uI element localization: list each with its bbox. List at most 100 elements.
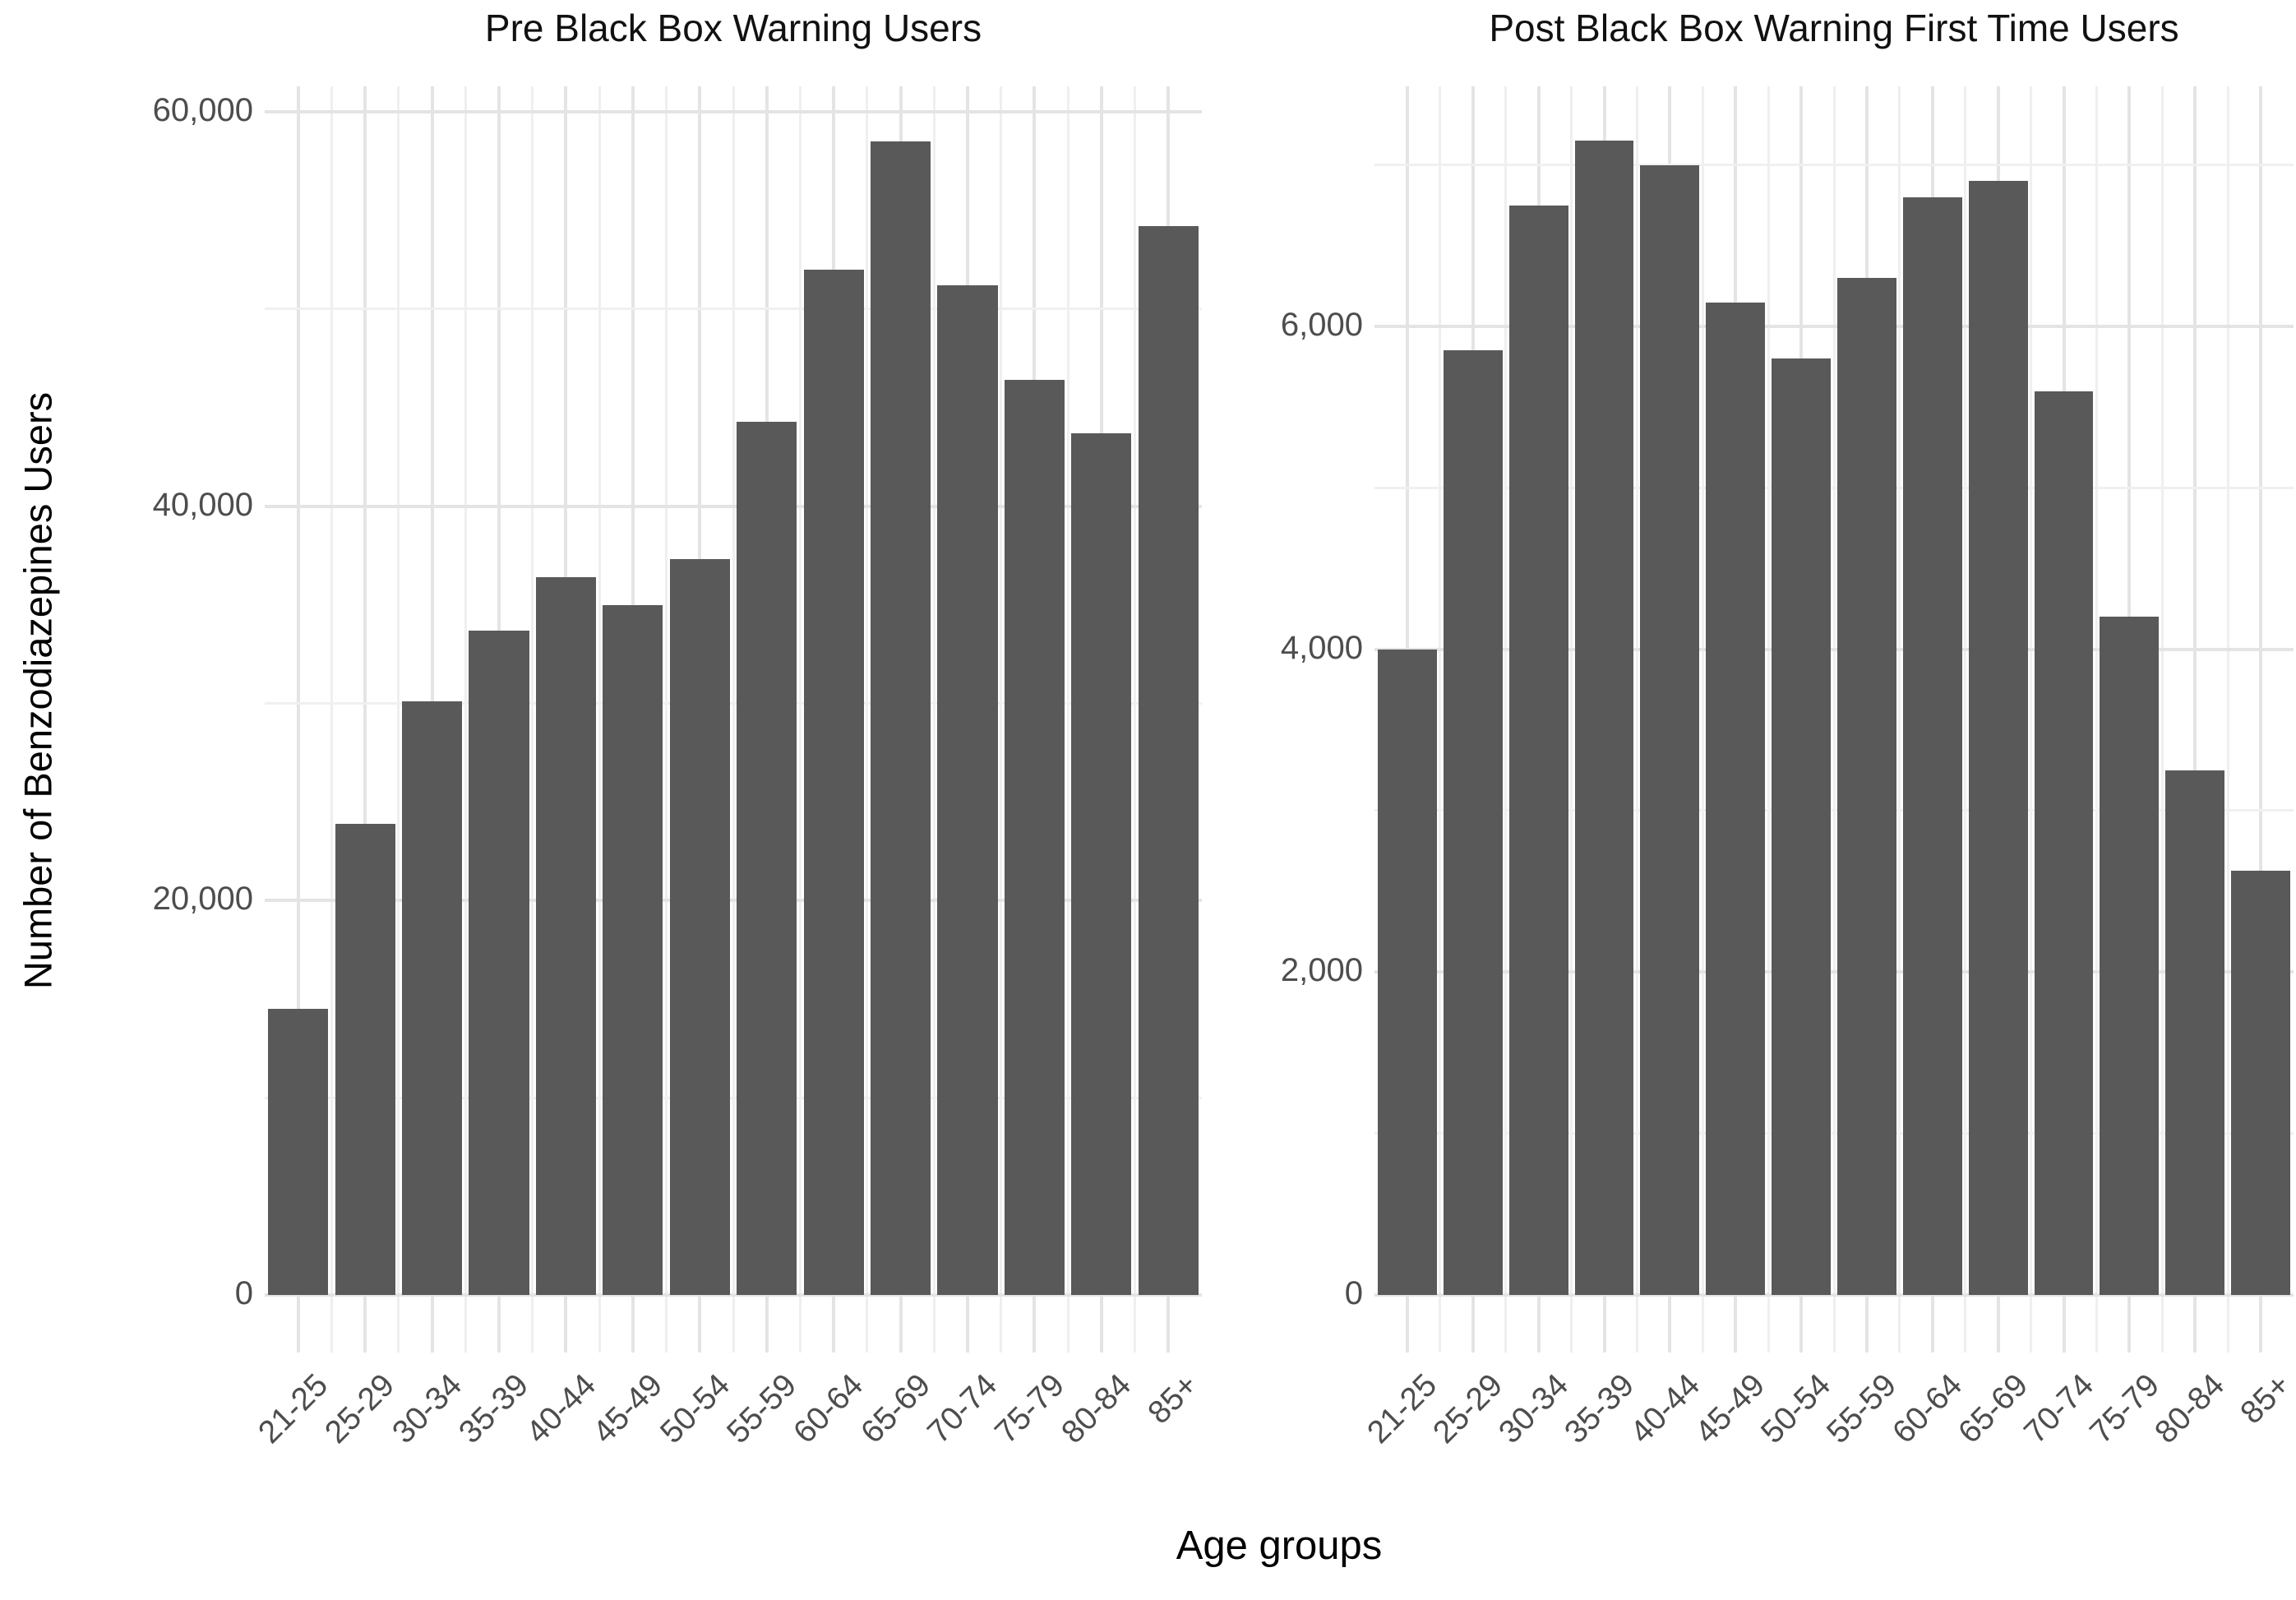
bar-35-39 bbox=[469, 630, 529, 1295]
horizontal-gridline-major bbox=[1374, 970, 2294, 974]
vertical-gridline-minor bbox=[1000, 86, 1003, 1353]
y-tick-label: 6,000 bbox=[1280, 306, 1363, 343]
x-tick-label: 85+ bbox=[1141, 1367, 1205, 1431]
vertical-gridline-minor bbox=[798, 86, 802, 1353]
y-tick-label: 0 bbox=[234, 1275, 253, 1311]
bar-85+ bbox=[1138, 226, 1199, 1295]
x-tick-label: 65-69 bbox=[1952, 1367, 2035, 1450]
bar-40-44 bbox=[535, 576, 597, 1295]
bar-30-34 bbox=[401, 701, 463, 1295]
bar-55-59 bbox=[737, 421, 797, 1295]
horizontal-gridline-minor bbox=[1374, 1132, 2294, 1135]
y-tick-label: 0 bbox=[1344, 1275, 1363, 1311]
x-tick-label: 40-44 bbox=[519, 1367, 603, 1450]
vertical-gridline-minor bbox=[1964, 86, 1967, 1353]
vertical-gridline-minor bbox=[732, 86, 735, 1353]
vertical-gridline-minor bbox=[531, 86, 534, 1353]
y-tick-label: 60,000 bbox=[152, 91, 253, 128]
horizontal-gridline-minor bbox=[265, 701, 1202, 705]
bar-80-84 bbox=[1071, 432, 1132, 1295]
y-tick-label: 20,000 bbox=[152, 881, 253, 918]
vertical-gridline-minor bbox=[1898, 86, 1901, 1353]
horizontal-gridline-major bbox=[265, 899, 1202, 903]
vertical-gridline-minor bbox=[1504, 86, 1508, 1353]
bar-45-49 bbox=[603, 604, 663, 1295]
vertical-gridline-minor bbox=[598, 86, 601, 1353]
bar-80-84 bbox=[2165, 770, 2225, 1295]
x-tick-label: 45-49 bbox=[586, 1367, 670, 1450]
bars-region bbox=[265, 86, 1202, 1297]
bar-75-79 bbox=[2100, 617, 2160, 1295]
x-tick-label: 30-34 bbox=[1492, 1367, 1576, 1450]
y-tick-label: 4,000 bbox=[1280, 629, 1363, 666]
vertical-gridline-minor bbox=[1635, 86, 1638, 1353]
x-tick-label: 70-74 bbox=[2017, 1367, 2100, 1450]
vertical-gridline-minor bbox=[1134, 86, 1137, 1353]
horizontal-gridline-minor bbox=[1374, 809, 2294, 812]
x-tick-label: 70-74 bbox=[921, 1367, 1005, 1450]
panel-title-post: Post Black Box Warning First Time Users bbox=[1489, 7, 2179, 49]
x-tick-label: 75-79 bbox=[2082, 1367, 2166, 1450]
vertical-gridline-minor bbox=[330, 86, 333, 1353]
x-tick-label: 80-84 bbox=[2148, 1367, 2232, 1450]
x-tick-label: 60-64 bbox=[787, 1367, 871, 1450]
bar-45-49 bbox=[1706, 302, 1766, 1295]
plot-area-pre bbox=[265, 86, 1202, 1353]
vertical-gridline-minor bbox=[1701, 86, 1704, 1353]
bar-85+ bbox=[2231, 870, 2290, 1295]
bar-55-59 bbox=[1836, 278, 1896, 1295]
vertical-gridline-minor bbox=[2226, 86, 2229, 1353]
vertical-gridline-minor bbox=[464, 86, 467, 1353]
x-axis-title: Age groups bbox=[1176, 1524, 1383, 1568]
horizontal-gridline-major bbox=[1374, 1293, 2294, 1297]
x-tick-label: 80-84 bbox=[1055, 1367, 1139, 1450]
bar-25-29 bbox=[1443, 350, 1503, 1295]
y-tick-label: 2,000 bbox=[1280, 952, 1363, 989]
x-tick-label: 30-34 bbox=[386, 1367, 469, 1450]
bar-60-64 bbox=[803, 269, 864, 1295]
bar-50-54 bbox=[1772, 358, 1831, 1295]
x-tick-label: 40-44 bbox=[1623, 1367, 1707, 1450]
bar-70-74 bbox=[2034, 391, 2094, 1295]
panel-title-pre: Pre Black Box Warning Users bbox=[484, 7, 982, 49]
vertical-gridline-minor bbox=[932, 86, 935, 1353]
vertical-gridline-minor bbox=[665, 86, 668, 1353]
vertical-gridline-minor bbox=[2030, 86, 2033, 1353]
bar-60-64 bbox=[1902, 197, 1962, 1295]
bar-65-69 bbox=[870, 141, 931, 1295]
x-tick-label: 60-64 bbox=[1886, 1367, 1970, 1450]
x-tick-label: 25-29 bbox=[1426, 1367, 1510, 1450]
vertical-gridline-minor bbox=[1439, 86, 1442, 1353]
x-tick-label: 75-79 bbox=[987, 1367, 1071, 1450]
horizontal-gridline-major bbox=[1374, 647, 2294, 651]
vertical-gridline-major bbox=[296, 86, 300, 1353]
vertical-gridline-minor bbox=[2095, 86, 2098, 1353]
x-tick-label: 35-39 bbox=[1557, 1367, 1641, 1450]
horizontal-gridline-minor bbox=[1374, 486, 2294, 489]
horizontal-gridline-minor bbox=[265, 1096, 1202, 1099]
x-tick-label: 25-29 bbox=[318, 1367, 402, 1450]
vertical-gridline-minor bbox=[866, 86, 869, 1353]
horizontal-gridline-major bbox=[265, 1293, 1202, 1297]
bar-65-69 bbox=[1968, 181, 2028, 1295]
y-tick-label: 40,000 bbox=[152, 486, 253, 523]
bar-21-25 bbox=[268, 1009, 329, 1295]
bar-40-44 bbox=[1640, 164, 1700, 1295]
x-tick-label: 85+ bbox=[2234, 1367, 2296, 1431]
vertical-gridline-minor bbox=[397, 86, 400, 1353]
vertical-gridline-major bbox=[2259, 86, 2263, 1353]
vertical-gridline-minor bbox=[2160, 86, 2164, 1353]
x-tick-label: 50-54 bbox=[1754, 1367, 1838, 1450]
x-tick-label: 65-69 bbox=[854, 1367, 937, 1450]
vertical-gridline-minor bbox=[1767, 86, 1770, 1353]
vertical-gridline-major bbox=[2193, 86, 2197, 1353]
x-tick-label: 50-54 bbox=[653, 1367, 737, 1450]
horizontal-gridline-minor bbox=[265, 308, 1202, 311]
horizontal-gridline-major bbox=[1374, 324, 2294, 328]
horizontal-gridline-minor bbox=[1374, 164, 2294, 167]
bar-35-39 bbox=[1574, 141, 1634, 1295]
x-tick-label: 45-49 bbox=[1689, 1367, 1772, 1450]
plot-area-post bbox=[1374, 86, 2294, 1353]
horizontal-gridline-major bbox=[265, 109, 1202, 113]
